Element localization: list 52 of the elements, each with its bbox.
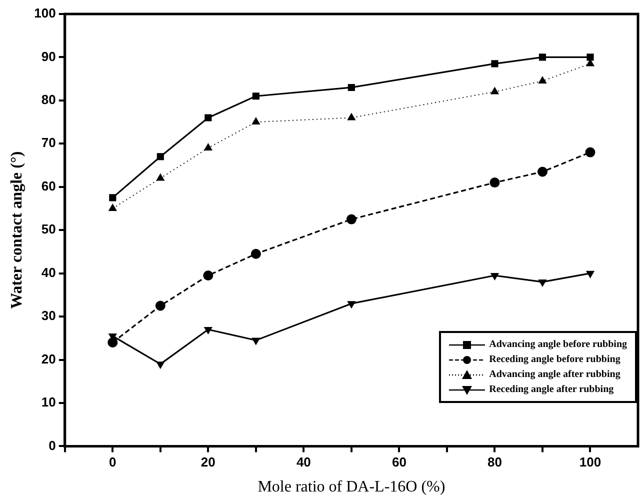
point <box>156 153 164 160</box>
y-tick-label: 40 <box>41 264 56 280</box>
y-tick-label: 70 <box>41 135 56 150</box>
point <box>347 112 356 120</box>
point <box>156 173 165 181</box>
point <box>252 117 260 125</box>
point <box>155 300 166 311</box>
y-tick-label: 80 <box>41 92 56 108</box>
point <box>538 76 547 84</box>
point <box>586 54 594 61</box>
y-tick-label: 0 <box>48 438 56 453</box>
x-tick-label: 40 <box>296 454 311 470</box>
point <box>585 147 596 158</box>
legend-label: Receding angle before rubbing <box>489 354 620 365</box>
point <box>108 337 118 348</box>
x-tick-label: 100 <box>579 454 602 470</box>
point <box>347 301 356 309</box>
point <box>490 178 500 188</box>
y-axis-title: Water contact angle (°) <box>8 151 26 309</box>
point <box>348 84 355 92</box>
x-tick-label: 0 <box>109 454 116 470</box>
y-tick-label: 10 <box>41 394 56 410</box>
point <box>156 362 165 370</box>
point <box>538 54 546 61</box>
y-tick-label: 30 <box>41 308 56 324</box>
y-tick-label: 100 <box>34 6 56 21</box>
point <box>252 338 260 346</box>
legend-label: Receding angle after rubbing <box>489 384 614 395</box>
legend-label: Advancing angle after rubbing <box>489 369 620 380</box>
point <box>586 270 595 278</box>
x-tick-label: 20 <box>200 454 216 470</box>
point <box>250 248 261 259</box>
point <box>538 279 547 287</box>
y-tick-label: 60 <box>41 178 56 194</box>
legend-label: Advancing angle before rubbing <box>489 339 627 350</box>
point <box>204 327 212 335</box>
point <box>204 114 212 122</box>
y-tick-label: 20 <box>41 351 56 366</box>
x-tick-label: 60 <box>392 454 406 470</box>
y-tick-label: 50 <box>41 222 56 237</box>
point <box>203 270 214 280</box>
point <box>490 272 500 280</box>
point <box>490 86 500 94</box>
x-tick-label: 80 <box>487 454 502 470</box>
point <box>537 166 548 177</box>
point <box>204 142 212 150</box>
y-tick-label: 90 <box>41 48 56 64</box>
point <box>346 214 356 224</box>
x-axis-title: Mole ratio of DA-L-16O (%) <box>258 478 446 496</box>
point <box>252 92 260 100</box>
point <box>109 194 116 202</box>
point <box>491 60 498 68</box>
